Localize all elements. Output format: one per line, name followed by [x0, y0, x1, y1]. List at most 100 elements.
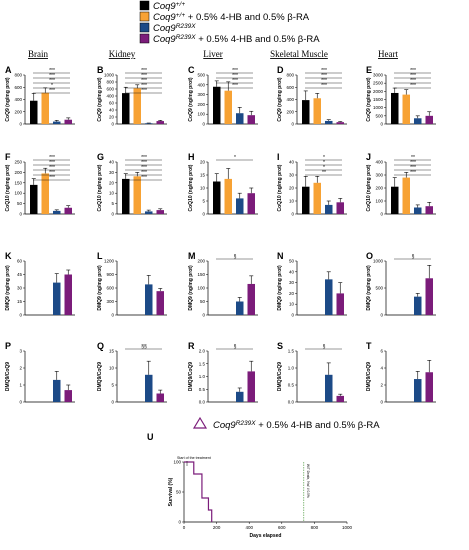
y-axis-label: DMQ9 (ng/mg prot): [277, 265, 283, 311]
y-tick-label: 0: [291, 122, 294, 127]
y-tick-label: 50: [176, 490, 182, 495]
y-tick-label: 200: [286, 109, 294, 114]
y-tick-label: 0: [202, 122, 205, 127]
y-tick-label: 600: [106, 87, 114, 92]
y-tick-label: 1.5: [288, 349, 295, 354]
panel-letter: N: [277, 251, 284, 261]
y-tick-label: 30: [289, 173, 295, 178]
panel-letter: K: [5, 251, 12, 261]
significance-label: *: [323, 155, 325, 161]
significance-label: ***: [410, 160, 416, 166]
significance-label: ***: [141, 170, 147, 176]
y-tick-label: 1500: [373, 97, 384, 102]
column-title: Heart: [378, 49, 398, 59]
y-tick-label: 150: [14, 180, 22, 185]
y-axis-label: CoQ10 (ng/mg prot): [5, 164, 11, 211]
significance-label: ***: [410, 68, 416, 74]
bar: [336, 293, 344, 315]
y-tick-label: 0: [380, 212, 383, 217]
bar: [425, 278, 433, 315]
y-tick-label: 5: [111, 201, 114, 206]
y-tick-label: 0: [19, 212, 22, 217]
y-tick-label: 100: [14, 191, 22, 196]
y-tick-label: 2000: [373, 89, 384, 94]
significance-label: §: [234, 254, 237, 260]
y-tick-label: 2: [19, 366, 22, 371]
bar-panel: N 0 10 20 30 40 50 DMQ9 (ng/mg prot): [277, 251, 347, 318]
y-tick-label: 400: [14, 97, 22, 102]
legend-swatch: [139, 22, 150, 33]
significance-label: ***: [141, 78, 147, 84]
significance-label: ***: [232, 68, 238, 74]
bar: [391, 92, 399, 124]
y-tick-label: 0.5: [288, 383, 295, 388]
bar: [224, 90, 232, 124]
y-tick-label: 100: [197, 286, 205, 291]
x-tick-label: 600: [278, 525, 286, 530]
y-tick-label: 40: [289, 160, 295, 165]
bar: [236, 198, 244, 214]
y-axis-label: CoQ9 (ng/mg prot): [97, 77, 103, 121]
y-tick-label: 100: [173, 460, 181, 465]
y-tick-label: 800: [14, 73, 22, 78]
y-tick-label: 600: [14, 85, 22, 90]
y-tick-label: 0: [111, 212, 114, 217]
bar: [224, 178, 232, 214]
y-tick-label: 0: [380, 400, 383, 405]
y-tick-label: 15: [17, 299, 23, 304]
y-tick-label: 1200: [104, 259, 115, 264]
x-tick-label: 800: [311, 525, 319, 530]
y-tick-label: 200: [197, 259, 205, 264]
bar: [133, 176, 141, 214]
y-tick-label: 50: [289, 259, 295, 264]
y-tick-label: 900: [106, 272, 114, 277]
significance-label: ***: [141, 73, 147, 79]
y-axis-label: DMQ9 (ng/mg prot): [5, 265, 11, 311]
y-tick-label: 0: [111, 313, 114, 318]
bar: [325, 374, 333, 402]
bar-panel: K 0 15 30 45 60 DMQ9 (ng/mg prot): [5, 251, 75, 318]
significance-label: ***: [410, 73, 416, 79]
survival-curve: [184, 461, 213, 522]
bar: [325, 279, 333, 315]
y-tick-label: 5: [111, 383, 114, 388]
y-axis-label: DMQ9 (ng/mg prot): [366, 265, 372, 311]
significance-label: ***: [232, 73, 238, 79]
bar: [145, 211, 153, 214]
y-tick-label: 4: [380, 366, 383, 371]
bar-panel: P 0 1 2 3 DMQ9/CoQ9: [5, 341, 75, 405]
bar: [156, 393, 164, 402]
bar: [122, 93, 130, 124]
reference-line-annotation: W/T Death, 'Hai' # 0.5%: [306, 464, 310, 498]
y-tick-label: 100: [197, 112, 205, 117]
y-tick-label: 60: [109, 101, 115, 106]
y-tick-label: 0: [291, 212, 294, 217]
y-tick-label: 0.0: [199, 400, 206, 405]
bar: [30, 100, 38, 124]
bar: [325, 120, 333, 124]
bar: [41, 173, 49, 214]
y-tick-label: 60: [17, 259, 23, 264]
x-tick-label: 200: [213, 525, 221, 530]
survival-legend-label: Coq9R239X + 0.5% 4-HB and 0.5% β-RA: [213, 420, 380, 431]
significance-label: **: [322, 170, 326, 176]
y-tick-label: 20: [289, 291, 295, 296]
y-tick-label: 10: [289, 302, 295, 307]
significance-label: ***: [410, 78, 416, 84]
significance-label: ***: [141, 165, 147, 171]
y-tick-label: 50: [17, 201, 23, 206]
bar: [425, 115, 433, 124]
y-tick-label: 20: [289, 186, 295, 191]
significance-label: *: [234, 155, 236, 161]
panel-letter: B: [97, 65, 104, 75]
y-tick-label: 10: [109, 191, 115, 196]
significance-label: ***: [410, 165, 416, 171]
y-tick-label: 1.0: [288, 366, 295, 371]
bar: [313, 98, 321, 124]
